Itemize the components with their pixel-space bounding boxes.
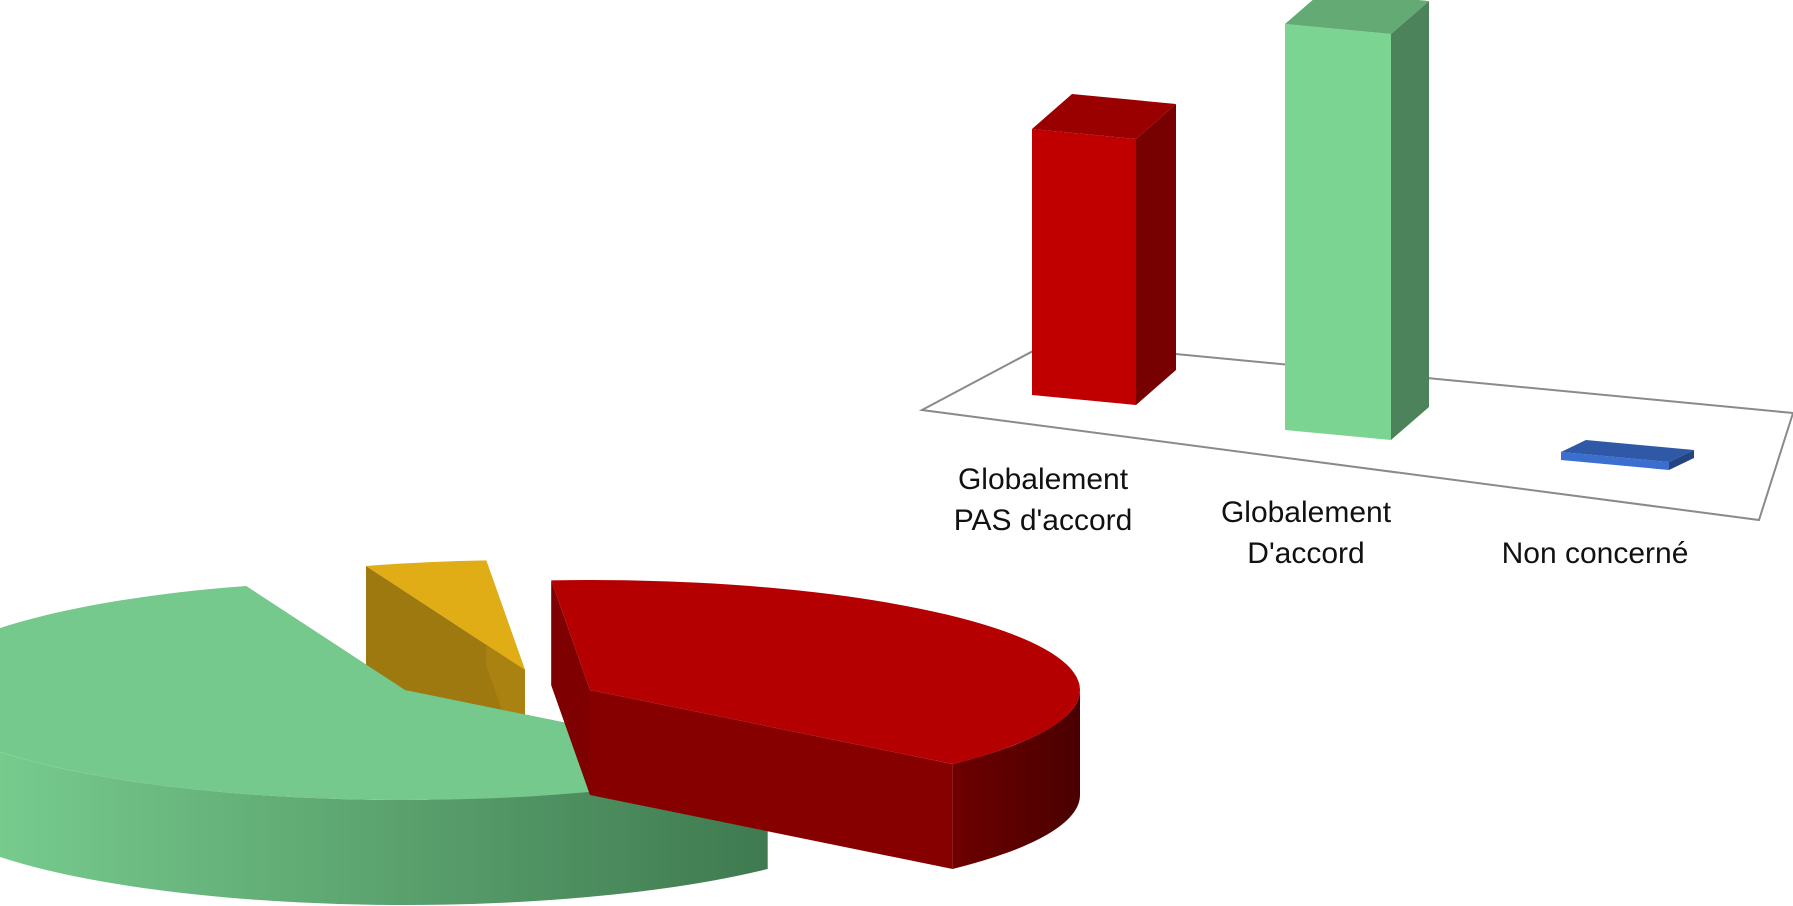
bar-side-face (1391, 1, 1429, 440)
category-label: D'accord (1247, 537, 1364, 570)
pie-slice-wall (590, 690, 953, 869)
bar-side-face (1669, 450, 1694, 470)
pie-slice-rim (0, 751, 768, 905)
pie-slice-wall (551, 580, 590, 795)
bar-side-face (1136, 104, 1176, 405)
bar-chart-category-labels: Globalement PAS d'accord Globalement D'a… (954, 463, 1689, 570)
bar-top-face (1561, 440, 1694, 462)
pie-slice-top (551, 580, 1080, 764)
bar-front-face (1561, 452, 1669, 470)
bar-front-face (1032, 129, 1136, 405)
category-label: Globalement (1221, 496, 1392, 529)
pie-chart (0, 560, 1080, 905)
category-label: PAS d'accord (954, 504, 1133, 537)
bar-front-face (1285, 24, 1391, 440)
pie-slice (551, 580, 1080, 869)
bar-top-face (1032, 94, 1176, 139)
bar (1285, 0, 1429, 440)
bar (1561, 440, 1694, 470)
pie-slice-rim (952, 690, 1080, 869)
bar (1032, 94, 1176, 405)
pie-slice-top (365, 560, 525, 670)
bar-chart-bars (1032, 0, 1694, 470)
category-label: Globalement (958, 463, 1129, 496)
category-label: Non concerné (1502, 537, 1689, 570)
bar-chart: Globalement PAS d'accord Globalement D'a… (918, 0, 1793, 570)
bar-top-face (1285, 0, 1429, 34)
